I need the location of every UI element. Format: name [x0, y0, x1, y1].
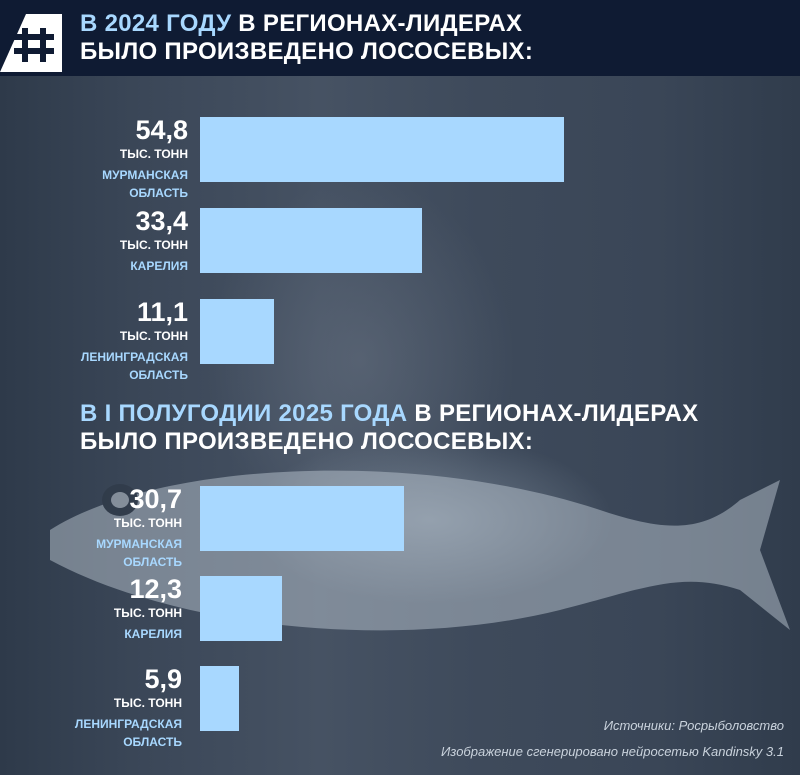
data-label: 30,7	[129, 484, 182, 514]
bar-label: 12,3 ТЫС. ТОНН КАРЕЛИЯ	[0, 574, 182, 643]
data-label: 5,9	[144, 664, 182, 694]
bar-label: 54,8 ТЫС. ТОНН МУРМАНСКАЯ ОБЛАСТЬ	[0, 115, 188, 202]
logo-icon	[0, 14, 62, 72]
bar-label: 33,4 ТЫС. ТОНН КАРЕЛИЯ	[0, 206, 188, 275]
category-label: КАРЕЛИЯ	[130, 259, 188, 273]
bar	[200, 117, 564, 182]
title-line2: БЫЛО ПРОИЗВЕДЕНО ЛОСОСЕВЫХ:	[80, 38, 534, 65]
title-highlight: В I ПОЛУГОДИИ 2025 ГОДА	[80, 400, 408, 427]
unit-label: ТЫС. ТОНН	[119, 238, 188, 252]
bar-label: 11,1 ТЫС. ТОНН ЛЕНИНГРАДСКАЯ ОБЛАСТЬ	[0, 297, 188, 384]
title-rest: В РЕГИОНАХ-ЛИДЕРАХ	[407, 400, 699, 427]
bar	[200, 486, 404, 551]
title-highlight: В 2024 ГОДУ	[80, 10, 232, 37]
category-label: КАРЕЛИЯ	[124, 627, 182, 641]
title-rest: В РЕГИОНАХ-ЛИДЕРАХ	[231, 10, 523, 37]
image-credit-note: Изображение сгенерировано нейросетью Kan…	[441, 744, 784, 759]
source-note: Источники: Росрыболовство	[603, 718, 784, 733]
unit-label: ТЫС. ТОНН	[119, 329, 188, 343]
bar	[200, 576, 282, 641]
section-title-2025: В I ПОЛУГОДИИ 2025 ГОДА В РЕГИОНАХ-ЛИДЕР…	[80, 400, 698, 456]
unit-label: ТЫС. ТОНН	[119, 147, 188, 161]
data-label: 54,8	[135, 115, 188, 145]
unit-label: ТЫС. ТОНН	[113, 606, 182, 620]
header-bar	[0, 0, 800, 76]
title-line2: БЫЛО ПРОИЗВЕДЕНО ЛОСОСЕВЫХ:	[80, 428, 534, 455]
category-label: ЛЕНИНГРАДСКАЯ ОБЛАСТЬ	[74, 717, 182, 749]
data-label: 33,4	[135, 206, 188, 236]
data-label: 11,1	[136, 297, 188, 327]
unit-label: ТЫС. ТОНН	[113, 696, 182, 710]
bar-label: 5,9 ТЫС. ТОНН ЛЕНИНГРАДСКАЯ ОБЛАСТЬ	[0, 664, 182, 751]
bar	[200, 666, 239, 731]
unit-label: ТЫС. ТОНН	[113, 516, 182, 530]
bar-label: 30,7 ТЫС. ТОНН МУРМАНСКАЯ ОБЛАСТЬ	[0, 484, 182, 571]
category-label: ЛЕНИНГРАДСКАЯ ОБЛАСТЬ	[80, 350, 188, 382]
bar	[200, 208, 422, 273]
section-title-2024: В 2024 ГОДУ В РЕГИОНАХ-ЛИДЕРАХ БЫЛО ПРОИ…	[80, 10, 533, 66]
data-label: 12,3	[129, 574, 182, 604]
category-label: МУРМАНСКАЯ ОБЛАСТЬ	[96, 537, 182, 569]
category-label: МУРМАНСКАЯ ОБЛАСТЬ	[102, 168, 188, 200]
bar	[200, 299, 274, 364]
